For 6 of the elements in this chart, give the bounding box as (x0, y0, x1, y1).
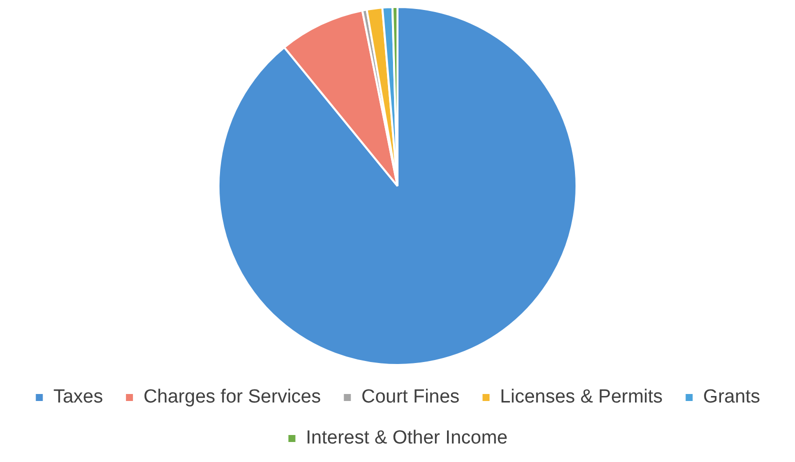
legend-label: Licenses & Permits (500, 386, 663, 408)
legend-label: Interest & Other Income (306, 428, 508, 449)
legend-label: Charges for Services (143, 386, 321, 408)
legend-label: Grants (703, 386, 760, 408)
legend-label: Court Fines (361, 386, 460, 408)
legend-label: Taxes (53, 386, 103, 408)
